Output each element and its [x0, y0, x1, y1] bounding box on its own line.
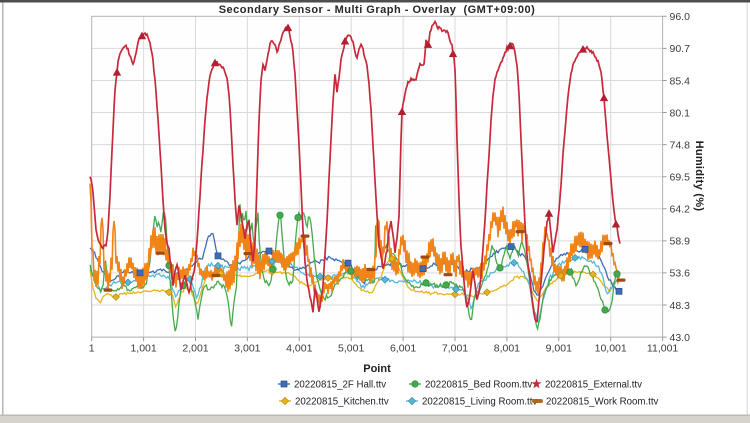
svg-text:90.7: 90.7 — [670, 43, 691, 55]
svg-text:9,001: 9,001 — [546, 343, 572, 355]
svg-text:53.6: 53.6 — [670, 268, 691, 280]
svg-text:Secondary Sensor - Multi Graph: Secondary Sensor - Multi Graph - Overlay… — [219, 4, 536, 16]
svg-text:64.2: 64.2 — [670, 204, 691, 216]
svg-text:20220815_Kitchen.ttv: 20220815_Kitchen.ttv — [295, 397, 389, 408]
svg-text:20220815_Work Room.ttv: 20220815_Work Room.ttv — [546, 397, 659, 408]
svg-text:7,001: 7,001 — [442, 343, 468, 355]
svg-text:69.5: 69.5 — [670, 172, 691, 184]
svg-text:11,001: 11,001 — [647, 343, 678, 355]
svg-text:20220815_Living Room.ttv: 20220815_Living Room.ttv — [422, 397, 537, 408]
svg-text:20220815_2F Hall.ttv: 20220815_2F Hall.ttv — [294, 380, 386, 391]
svg-text:10,001: 10,001 — [595, 343, 627, 355]
svg-text:Humidity (%): Humidity (%) — [693, 141, 705, 212]
svg-text:48.3: 48.3 — [670, 300, 691, 312]
svg-text:4,001: 4,001 — [286, 343, 312, 355]
svg-text:80.1: 80.1 — [670, 107, 691, 119]
svg-text:1: 1 — [89, 343, 95, 355]
svg-text:Point: Point — [363, 363, 391, 375]
svg-text:20220815_Bed Room.ttv: 20220815_Bed Room.ttv — [425, 380, 532, 391]
svg-text:2,001: 2,001 — [182, 343, 208, 355]
svg-text:3,001: 3,001 — [234, 343, 260, 355]
svg-text:58.9: 58.9 — [670, 236, 691, 248]
svg-text:74.8: 74.8 — [670, 139, 691, 151]
svg-text:43.0: 43.0 — [670, 332, 691, 344]
svg-text:1,001: 1,001 — [130, 343, 156, 355]
svg-text:96.0: 96.0 — [670, 11, 691, 23]
svg-text:8,001: 8,001 — [494, 343, 520, 355]
svg-text:6,001: 6,001 — [390, 343, 416, 355]
svg-text:20220815_External.ttv: 20220815_External.ttv — [545, 380, 642, 391]
svg-text:85.4: 85.4 — [670, 75, 691, 87]
svg-text:5,001: 5,001 — [338, 343, 364, 355]
